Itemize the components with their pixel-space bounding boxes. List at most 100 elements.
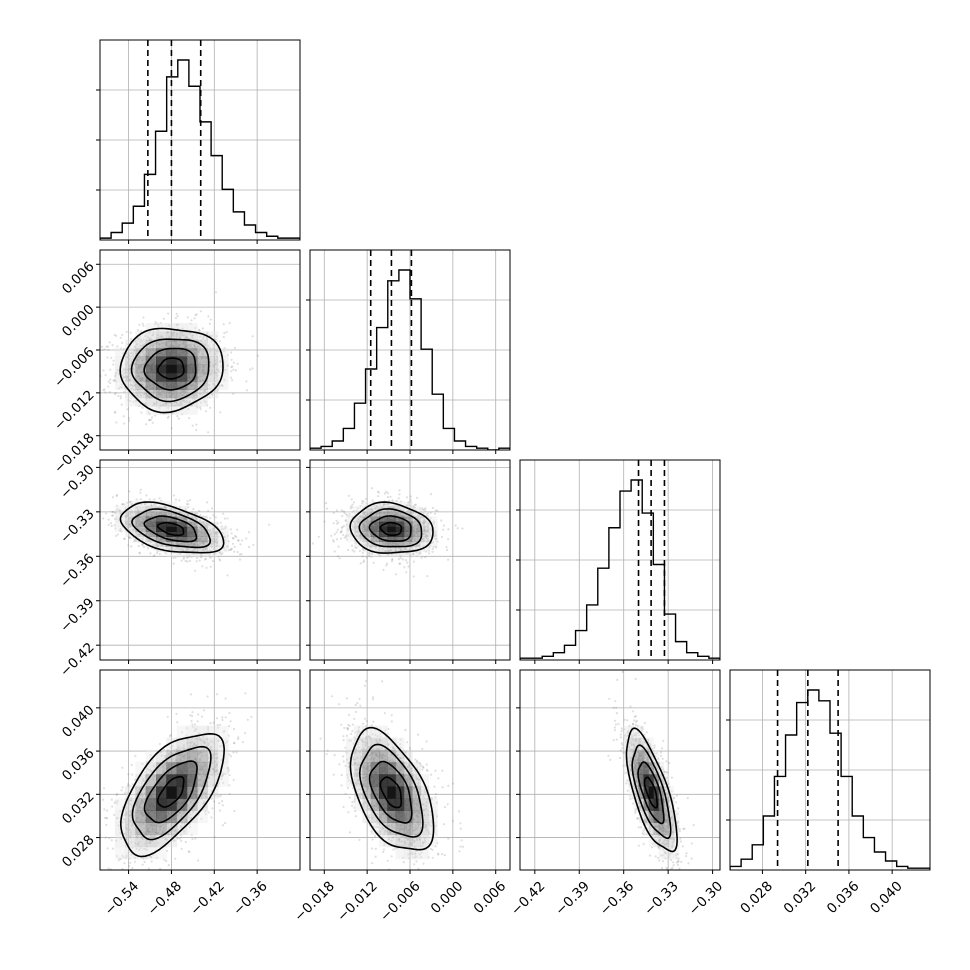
scatter-point: [239, 543, 242, 546]
scatter-point: [421, 515, 424, 519]
density-cell: [135, 506, 147, 512]
scatter-point: [367, 542, 370, 546]
density-cell: [186, 536, 198, 542]
density-cell: [207, 536, 219, 542]
density-cell: [135, 339, 147, 349]
scatter-point: [137, 545, 140, 548]
scatter-point: [178, 837, 181, 840]
scatter-point: [383, 504, 386, 507]
scatter-point: [394, 504, 397, 507]
scatter-point: [347, 494, 350, 497]
scatter-point: [115, 371, 118, 374]
scatter-point: [436, 509, 439, 512]
density-cell: [166, 347, 178, 357]
scatter-point: [129, 384, 132, 387]
scatter-point: [268, 523, 271, 526]
density-cell: [217, 347, 229, 357]
density-cell: [176, 323, 188, 332]
scatter-point: [221, 824, 225, 827]
scatter-point: [214, 551, 217, 555]
scatter-point: [217, 545, 221, 548]
scatter-point: [359, 562, 362, 565]
scatter-point: [344, 513, 348, 516]
scatter-point: [209, 406, 212, 409]
density-cell: [420, 516, 430, 522]
scatter-point: [146, 547, 149, 550]
density-cell: [354, 531, 363, 537]
density-cell: [166, 506, 178, 512]
scatter-point: [139, 488, 142, 491]
density-cell: [370, 516, 380, 522]
scatter-point: [167, 312, 170, 315]
scatter-point: [122, 372, 125, 375]
density-cell: [166, 546, 178, 553]
scatter-point: [395, 499, 398, 502]
scatter-point: [227, 540, 230, 543]
density-cell: [412, 506, 421, 512]
scatter-point: [213, 547, 216, 550]
scatter-point: [345, 523, 348, 526]
histogram-step-2: [520, 479, 720, 660]
scatter-point: [145, 494, 148, 497]
scatter-point: [122, 368, 125, 371]
scatter-point: [416, 496, 419, 499]
ytick-label: −0.36: [57, 551, 98, 592]
density-cell: [420, 521, 430, 527]
scatter-point: [171, 412, 174, 415]
contour-level-1: [368, 515, 412, 543]
scatter-point: [121, 370, 124, 373]
scatter-point: [456, 527, 459, 530]
scatter-point: [420, 510, 423, 513]
scatter-point: [107, 518, 110, 521]
scatter-point: [150, 503, 153, 507]
scatter-point: [247, 531, 250, 534]
scatter-point: [365, 497, 368, 500]
density-cell: [387, 526, 397, 532]
density-cell: [197, 389, 208, 399]
density-cell: [114, 347, 126, 357]
scatter-point: [208, 553, 211, 557]
scatter-point: [176, 721, 179, 724]
scatter-point: [434, 537, 437, 541]
scatter-point: [207, 731, 210, 734]
scatter-point: [109, 522, 113, 525]
scatter-point: [122, 832, 126, 835]
scatter-point: [212, 527, 215, 530]
scatter-point: [84, 417, 86, 419]
scatter-point: [434, 509, 437, 512]
scatter-point: [187, 506, 190, 509]
scatter-point: [379, 554, 382, 558]
ytick-label: −0.006: [51, 344, 98, 391]
scatter-point: [187, 850, 190, 853]
scatter-point: [115, 509, 118, 512]
density-cell: [176, 511, 188, 517]
histogram-step-1: [310, 269, 510, 450]
scatter-point: [140, 340, 143, 343]
scatter-point: [208, 549, 211, 553]
scatter-point: [407, 503, 410, 506]
scatter-point: [173, 548, 176, 551]
density-cell: [370, 506, 380, 512]
scatter-point: [424, 507, 427, 510]
scatter-point: [182, 557, 185, 560]
scatter-point: [199, 392, 202, 395]
scatter-point: [211, 393, 214, 396]
scatter-point: [208, 529, 211, 532]
density-cell: [428, 521, 438, 527]
scatter-point: [172, 509, 175, 512]
density-cell: [395, 521, 405, 527]
scatter-point: [206, 501, 209, 504]
scatter-point: [123, 422, 126, 425]
scatter-point: [220, 525, 223, 528]
scatter-point: [232, 368, 235, 371]
scatter-point: [423, 519, 426, 522]
scatter-point: [195, 560, 198, 563]
scatter-point: [128, 864, 131, 868]
scatter-point: [398, 562, 401, 565]
scatter-point: [355, 509, 358, 512]
scatter-point: [413, 503, 416, 507]
scatter-point: [123, 368, 126, 371]
scatter-point: [153, 403, 157, 406]
density-cell: [217, 531, 229, 537]
